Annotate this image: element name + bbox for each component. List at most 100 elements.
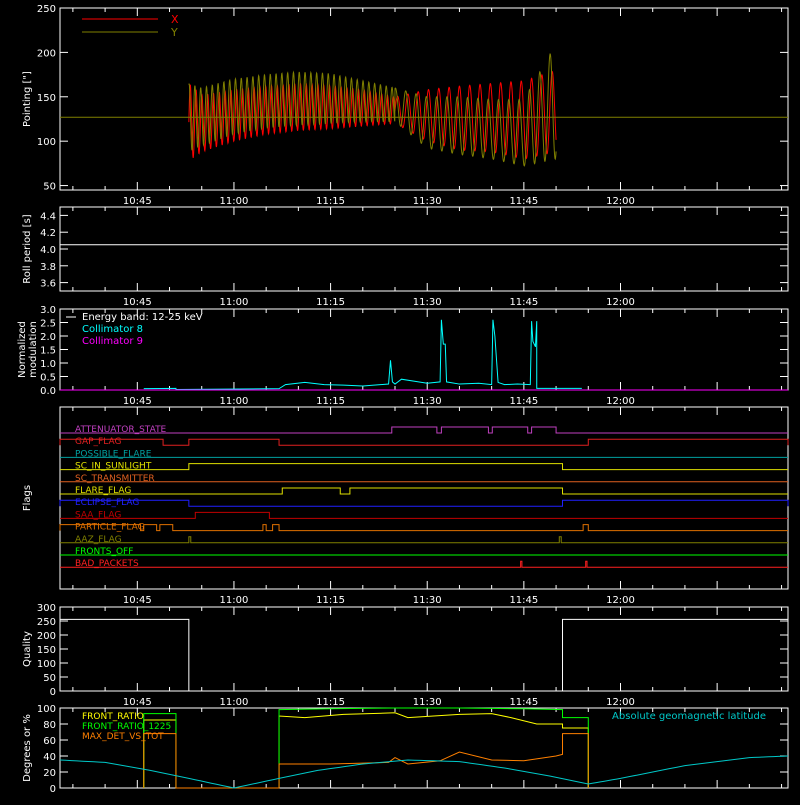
quality-ytick-label: 0: [50, 687, 56, 698]
quality-ytick-label: 50: [43, 673, 56, 684]
pointing-xtick-label: 11:00: [220, 196, 249, 207]
quality-xtick-label: 12:00: [606, 697, 635, 708]
modulation-xtick-label: 10:45: [123, 396, 152, 407]
flag-label-sc-in-sunlight: SC_IN_SUNLIGHT: [75, 462, 152, 472]
legend-label-x: X: [171, 13, 179, 26]
degrees-ytick-label: 60: [43, 736, 56, 747]
quality-ytick-label: 150: [37, 645, 56, 656]
degrees-ytick-label: 20: [43, 768, 56, 779]
pointing-xtick-label: 11:45: [509, 196, 538, 207]
flag-line-eclipse-flag: [59, 499, 789, 507]
pointing-ytick-label: 200: [37, 48, 56, 59]
flag-label-possible-flare: POSSIBLE_FLARE: [75, 449, 152, 459]
quality-ytick-label: 250: [37, 617, 56, 628]
modulation-xtick-label: 12:00: [606, 396, 635, 407]
modulation-xtick-label: 11:15: [316, 396, 345, 407]
roll_period-xtick-label: 12:00: [606, 297, 635, 308]
degrees-series-absolute-geomagnetic-latitude: [59, 755, 789, 789]
flag-line-particle-flag: [59, 524, 788, 532]
roll_period-xtick-label: 11:15: [316, 297, 345, 308]
flag-line-aaz-flag: [60, 536, 788, 544]
modulation-xtick-label: 11:00: [220, 396, 249, 407]
degrees-ytick-label: 80: [43, 720, 56, 731]
modulation-xtick-label: 11:45: [509, 396, 538, 407]
roll_period-ytick-label: 3.6: [40, 279, 56, 290]
roll_period-xtick-label: 10:45: [123, 297, 152, 308]
flag-line-flare-flag: [60, 487, 788, 495]
quality-xtick-label: 11:00: [220, 697, 249, 708]
modulation-ytick-label: 1.5: [40, 346, 56, 357]
panel-pointing: 10:45 11:00 11:15 11:30 11:45 12:00 50 100 150 20…: [22, 4, 789, 207]
roll_period-ytick-label: 3.8: [40, 262, 56, 273]
degrees-legend-0: FRONT_RATIO: [82, 712, 144, 722]
pointing-ytick-label: 100: [37, 137, 56, 148]
modulation-ylabel: modulation: [28, 321, 39, 378]
flag-label-saa-flag: SAA_FLAG: [75, 510, 121, 520]
flag-label-particle-flag: PARTICLE_FLAG: [75, 523, 145, 533]
panel-flags: 10:45 11:00 11:15 11:30 11:45 12:00 Flags ATTEN…: [22, 406, 789, 606]
modulation-ytick-label: 1.0: [40, 359, 56, 370]
flag-line-attenuator-state: [60, 426, 788, 434]
flag-line-sc-in-sunlight: [60, 463, 788, 471]
flag-label-fronts-off: FRONTS_OFF: [75, 547, 133, 557]
degrees-series-front-ratio-1225: [143, 707, 589, 789]
modulation-ytick-label: 2.0: [40, 332, 56, 343]
quality-ylabel: Quality: [22, 631, 33, 667]
flag-label-attenuator-state: ATTENUATOR_STATE: [75, 425, 167, 435]
pointing-xtick-label: 12:00: [606, 196, 635, 207]
flags-frame: [59, 406, 789, 590]
quality-xtick-label: 11:45: [509, 697, 538, 708]
flags-ylabel: Flags: [22, 485, 33, 511]
modulation-legend-8: Collimator 8: [82, 324, 143, 335]
modulation-series-8: [143, 319, 582, 390]
flag-label-sc-transmitter: SC_TRANSMITTER: [75, 474, 155, 484]
pointing-series-y: [188, 53, 557, 167]
quality-ytick-label: 200: [37, 631, 56, 642]
degrees-series-max-det-vs-tot: [143, 733, 589, 789]
flag-line-saa-flag: [60, 511, 788, 519]
flag-line-gap-flag: [59, 438, 789, 446]
pointing-xtick-label: 10:45: [123, 196, 152, 207]
pointing-xtick-label: 11:30: [413, 196, 442, 207]
panel-roll_period: 10:45 11:00 11:15 11:30 11:45 12:00 3.6 3.8 4.0 4…: [22, 206, 789, 308]
pointing-ylabel: Pointing ["]: [22, 71, 33, 127]
pointing-xtick-label: 11:15: [316, 196, 345, 207]
flags-xtick-label: 12:00: [606, 595, 635, 606]
panel-degrees: 0 20 40 60 80 100 Degrees or % FRONT_RATIOFRONT…: [22, 704, 789, 795]
degrees-ylabel: Degrees or %: [22, 714, 33, 782]
pointing-ytick-label: 250: [37, 4, 56, 15]
quality-xtick-label: 11:15: [316, 697, 345, 708]
flags-xtick-label: 11:30: [413, 595, 442, 606]
pointing-ytick-label: 50: [43, 182, 56, 193]
degrees-ytick-label: 100: [37, 704, 56, 715]
roll_period-ytick-label: 4.2: [40, 228, 56, 239]
panel-modulation: 10:45 11:00 11:15 11:30 11:45 12:00 0.0 0.5 1.0 1…: [17, 305, 789, 407]
quality-ytick-label: 300: [37, 603, 56, 614]
modulation-ytick-label: 0.5: [40, 373, 56, 384]
flag-label-gap-flag: GAP_FLAG: [75, 437, 121, 447]
quality-ytick-label: 100: [37, 659, 56, 670]
modulation-legend-header: Energy band: 12-25 keV: [82, 312, 203, 323]
modulation-ytick-label: 2.5: [40, 319, 56, 330]
flag-label-bad-packets: BAD_PACKETS: [75, 559, 139, 569]
flag-line-bad-packets: [60, 560, 788, 568]
roll_period-ytick-label: 4.0: [40, 245, 56, 256]
degrees-ytick-label: 40: [43, 752, 56, 763]
flags-xtick-label: 11:00: [220, 595, 249, 606]
quality-xtick-label: 11:30: [413, 697, 442, 708]
roll_period-xtick-label: 11:00: [220, 297, 249, 308]
degrees-ytick-label: 0: [50, 784, 56, 795]
degrees-series-front-ratio: [143, 712, 589, 789]
roll_period-ytick-label: 4.4: [40, 211, 56, 222]
roll_period-xtick-label: 11:30: [413, 297, 442, 308]
flag-label-aaz-flag: AAZ_FLAG: [75, 535, 122, 545]
degrees-legend-1: FRONT_RATIO_1225: [82, 722, 171, 732]
degrees-legend-2: MAX_DET_VS_TOT: [82, 732, 164, 742]
flags-xtick-label: 10:45: [123, 595, 152, 606]
flag-label-eclipse-flag: ECLIPSE_FLAG: [75, 498, 139, 508]
panel-quality: 10:45 11:00 11:15 11:30 11:45 12:00 0 50 100 150 2…: [22, 603, 789, 708]
pointing-ytick-label: 150: [37, 93, 56, 104]
legend-label-y: Y: [170, 26, 178, 39]
